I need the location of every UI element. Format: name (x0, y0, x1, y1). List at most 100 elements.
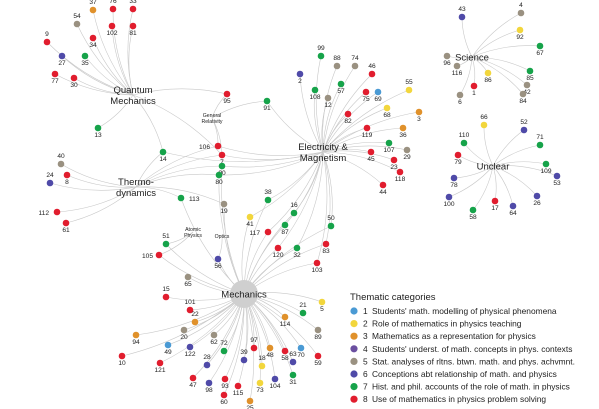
node-label: 59 (314, 360, 322, 367)
node-dot (542, 160, 550, 168)
legend-swatch (350, 395, 358, 403)
node-label: 117 (249, 230, 260, 237)
edge (135, 165, 223, 188)
node-dot (520, 126, 528, 134)
edge (121, 293, 245, 357)
edge (322, 151, 331, 245)
node-dot (271, 375, 279, 383)
edge (46, 41, 134, 96)
legend-item-7: 7 Hist. and phil. accounts of the role of… (350, 382, 570, 392)
node-label: 114 (280, 321, 291, 328)
node-dot (177, 194, 185, 202)
node-dot (405, 86, 413, 94)
node-10: 10 (118, 352, 126, 367)
node-label: 93 (221, 383, 229, 390)
node-40: 40 (57, 153, 65, 168)
edge (266, 100, 324, 153)
node-label: 5 (320, 306, 324, 313)
legend-number: 6 (363, 369, 368, 379)
node-label: 37 (89, 0, 97, 6)
legend-item-2: 2 Role of mathematics in physics teaching (350, 319, 522, 329)
node-110: 110 (459, 132, 470, 147)
edge (49, 182, 137, 191)
hub-label-gr: General Relativity (201, 113, 222, 125)
node-68: 68 (383, 104, 391, 119)
node-122: 122 (184, 343, 196, 358)
edge (217, 145, 324, 156)
legend-item-6: 6 Conceptions abt relationship of math. a… (350, 369, 557, 379)
hub-label-unc: Unclear (477, 161, 510, 172)
node-label: 86 (484, 77, 492, 84)
node-15: 15 (162, 286, 170, 301)
node-label: 99 (317, 45, 325, 52)
node-label: 68 (383, 112, 391, 119)
node-dot (155, 251, 163, 259)
legend-number: 5 (363, 356, 368, 366)
node-dot (214, 142, 222, 150)
node-105: 105 (142, 251, 163, 260)
node-label: 98 (205, 387, 213, 394)
edge (92, 9, 134, 96)
node-7: 7 (218, 151, 226, 166)
node-label: 57 (337, 88, 345, 95)
node-dot (89, 34, 97, 42)
node-4: 4 (517, 2, 525, 17)
node-76: 76 (109, 0, 117, 13)
node-label: 112 (38, 210, 49, 217)
node-119: 119 (362, 124, 373, 139)
node-106: 106 (199, 142, 222, 151)
edge (492, 144, 541, 167)
node-dot (184, 273, 192, 281)
node-79: 79 (454, 151, 462, 166)
edges (46, 8, 558, 402)
hub-label-qm: Quantum Mechanics (110, 85, 156, 107)
node-29: 29 (403, 146, 411, 161)
node-45: 45 (367, 148, 375, 163)
node-dot (385, 139, 393, 147)
node-36: 36 (399, 124, 407, 139)
hub-label-ap: Atomic Physics (184, 227, 202, 239)
node-dot (523, 81, 531, 89)
hub-label-op: Optics (215, 234, 230, 240)
edge (60, 163, 137, 188)
legend-item-1: 1 Students' math. modelling of physical p… (350, 306, 557, 316)
node-label: 109 (540, 168, 551, 175)
edge (322, 65, 356, 153)
edge (135, 173, 220, 188)
node-label: 20 (180, 334, 188, 341)
node-6: 6 (456, 91, 464, 106)
node-dot (274, 244, 282, 252)
node-label: 90 (218, 170, 226, 177)
node-label: 58 (469, 214, 477, 221)
node-label: 79 (454, 159, 462, 166)
node-label: 27 (58, 60, 66, 67)
node-60: 60 (220, 391, 228, 406)
node-dot (454, 151, 462, 159)
node-dot (215, 171, 223, 179)
node-label: 62 (210, 339, 218, 346)
node-dot (484, 69, 492, 77)
node-dot (53, 208, 61, 216)
legend-item-4: 4 Students' underst. of math. concepts in… (350, 344, 572, 354)
legend-number: 1 (363, 306, 368, 316)
node-99: 99 (317, 45, 325, 60)
node-dot (324, 94, 332, 102)
node-label: 34 (89, 42, 97, 49)
node-26: 26 (533, 192, 541, 207)
node-dot (367, 148, 375, 156)
node-46: 46 (368, 63, 376, 78)
edge (316, 151, 328, 264)
edge (471, 56, 528, 86)
node-label: 102 (106, 30, 117, 37)
edge (158, 231, 194, 256)
node-label: 65 (184, 281, 192, 288)
node-98: 98 (205, 379, 213, 394)
node-77: 77 (51, 70, 59, 85)
legend-swatch (350, 345, 358, 353)
node-dot (443, 52, 451, 60)
node-label: 32 (293, 252, 301, 259)
node-104: 104 (269, 375, 281, 390)
node-54: 54 (73, 13, 81, 28)
hub-mechanics-circle (230, 280, 258, 308)
node-label: 110 (459, 132, 470, 139)
